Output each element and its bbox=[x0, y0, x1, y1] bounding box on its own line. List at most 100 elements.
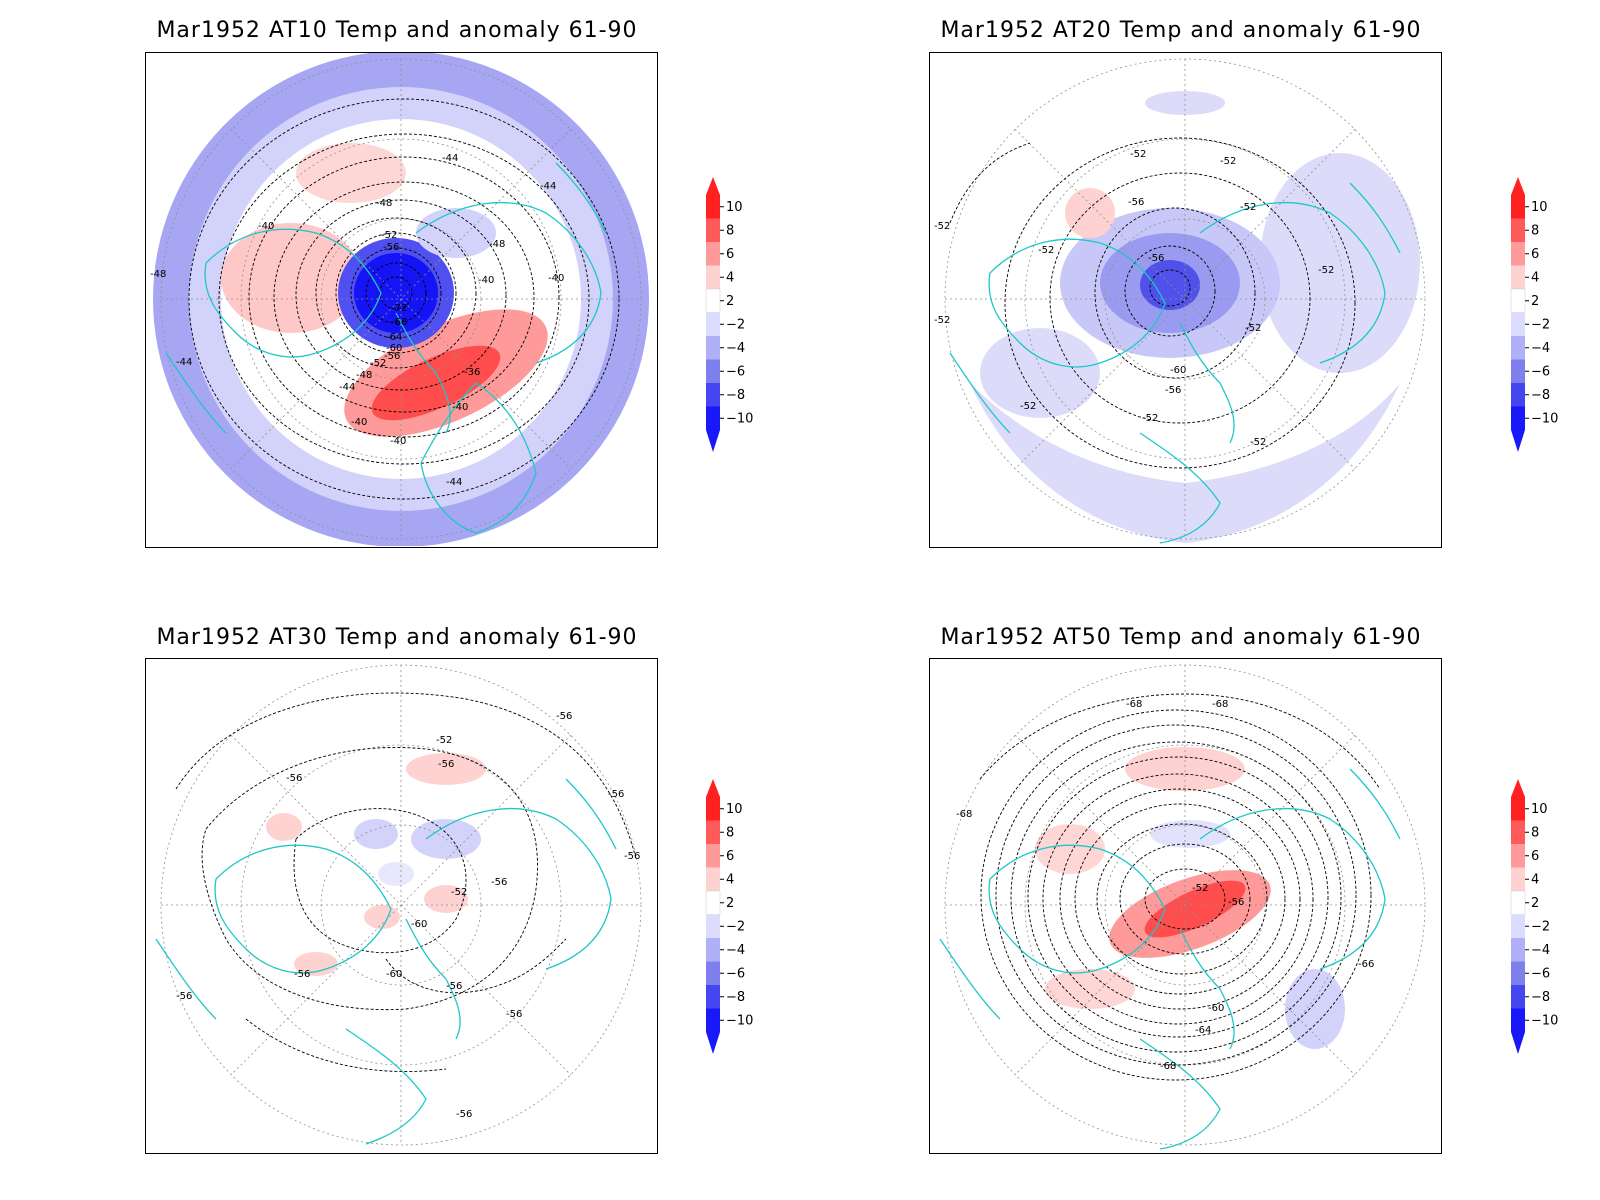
colorbar-segment bbox=[706, 218, 720, 242]
contour-label: -56 bbox=[608, 789, 624, 800]
contour-label: -56 bbox=[556, 711, 572, 722]
colorbar-segment bbox=[706, 961, 720, 985]
contours-at10 bbox=[188, 98, 620, 500]
colorbar-segment bbox=[705, 288, 721, 313]
panel-title-at30: Mar1952 AT30 Temp and anomaly 61-90 bbox=[156, 625, 638, 650]
polar-map-at10: -40 -44 -48 -52 -56 -72 -68 -64 -60 -56 … bbox=[150, 53, 651, 546]
contour-labels-at10: -40 -44 -48 -52 -56 -72 -68 -64 -60 -56 … bbox=[150, 153, 564, 488]
contour-label: -44 bbox=[176, 357, 192, 368]
contour-label: -52 bbox=[436, 735, 452, 746]
contour-label: -60 bbox=[1208, 1003, 1224, 1014]
contour-label: -64 bbox=[386, 332, 402, 343]
contours-at20 bbox=[949, 137, 1356, 469]
contour-label: -60 bbox=[1170, 365, 1186, 376]
colorbar-arrow-up bbox=[1511, 779, 1525, 797]
colorbar-segment bbox=[706, 914, 720, 938]
contour-label: -68 bbox=[391, 317, 407, 328]
contour-label: -44 bbox=[446, 477, 462, 488]
panel-title-at50: Mar1952 AT50 Temp and anomaly 61-90 bbox=[940, 625, 1422, 650]
colorbar-tick-label: 8 bbox=[726, 223, 734, 238]
colorbar-segment bbox=[1511, 265, 1525, 289]
contour-label: -52 bbox=[1318, 265, 1334, 276]
colorbar-at50: 10 8 6 4 2 −2 −4 −6 −8 −10 bbox=[1505, 777, 1565, 1062]
contour-label: -52 bbox=[934, 315, 950, 326]
contour-label: -52 bbox=[1220, 156, 1236, 167]
contour-label: -56 bbox=[506, 1009, 522, 1020]
contour-label: -44 bbox=[442, 153, 458, 164]
colorbar-segment bbox=[1510, 288, 1526, 313]
colorbar-tick-label: 4 bbox=[1531, 270, 1539, 285]
contour-label: -56 bbox=[438, 759, 454, 770]
contour-label: -56 bbox=[1165, 385, 1181, 396]
colorbar-segment bbox=[1511, 1008, 1525, 1032]
colorbar-tick-label: 6 bbox=[726, 849, 734, 864]
colorbar-arrow-down bbox=[1511, 430, 1525, 452]
colorbar-segment bbox=[1511, 218, 1525, 242]
contour-label: -56 bbox=[176, 991, 192, 1002]
contour-label: -52 bbox=[934, 221, 950, 232]
colorbar-tick-label: −4 bbox=[1531, 943, 1550, 958]
colorbar-tick-label: 2 bbox=[1531, 896, 1539, 911]
colorbar-tick-label: −4 bbox=[726, 943, 745, 958]
colorbar-segment bbox=[1511, 797, 1525, 821]
colorbar-arrow-up bbox=[706, 177, 720, 195]
panel-title-at20: Mar1952 AT20 Temp and anomaly 61-90 bbox=[940, 18, 1422, 43]
map-at30: -56 -52 -56 -56 -52 -56 -60 -60 -56 -56 … bbox=[145, 658, 658, 1154]
colorbar-tick-label: 4 bbox=[1531, 872, 1539, 887]
warm-anomaly-west bbox=[221, 223, 361, 333]
colorbar-tick-label: −6 bbox=[1531, 364, 1550, 379]
colorbar-tick-label: −6 bbox=[726, 364, 745, 379]
colorbar-segment bbox=[706, 406, 720, 430]
colorbar-segment bbox=[706, 195, 720, 219]
colorbar-segment bbox=[1511, 383, 1525, 407]
colorbar-tick-label: 4 bbox=[726, 872, 734, 887]
coastlines-at50 bbox=[939, 768, 1401, 1150]
colorbar-tick-label: 10 bbox=[1531, 802, 1548, 817]
coastlines-at30 bbox=[155, 778, 617, 1145]
contour-label: -40 bbox=[390, 436, 406, 447]
colorbar-tick-label: −8 bbox=[726, 990, 745, 1005]
colorbar-tick-label: −10 bbox=[726, 411, 753, 426]
contour-labels-at30: -56 -52 -56 -56 -52 -56 -60 -60 -56 -56 … bbox=[176, 711, 640, 1120]
colorbar-tick-label: 10 bbox=[726, 802, 743, 817]
colorbar-arrow-down bbox=[706, 430, 720, 452]
contour-label: -72 bbox=[391, 303, 407, 314]
colorbar-segment bbox=[1511, 985, 1525, 1009]
colorbar-tick-label: −6 bbox=[1531, 966, 1550, 981]
colorbar-tick-label: −4 bbox=[726, 341, 745, 356]
colorbar-segment bbox=[706, 336, 720, 360]
panel-title-at10: Mar1952 AT10 Temp and anomaly 61-90 bbox=[156, 18, 638, 43]
contour-label: -68 bbox=[1126, 699, 1142, 710]
contour-label: -56 bbox=[456, 1109, 472, 1120]
colorbar-tick-label: −10 bbox=[1531, 1013, 1558, 1028]
colorbar-segment bbox=[706, 312, 720, 336]
colorbar-segment bbox=[706, 985, 720, 1009]
colorbar-tick-label: 6 bbox=[726, 247, 734, 262]
contour-label: -56 bbox=[624, 851, 640, 862]
contour-label: -52 bbox=[1142, 413, 1158, 424]
colorbar-segment bbox=[706, 820, 720, 844]
colorbar-segment bbox=[1511, 359, 1525, 383]
colorbar-tick-label: −8 bbox=[726, 388, 745, 403]
contour-label: -40 bbox=[452, 402, 468, 413]
contour-label: -52 bbox=[1192, 883, 1208, 894]
polar-map-at50: -68 -68 -68 -52 -56 -66 -60 -64 -68 bbox=[937, 659, 1433, 1152]
contours-at30 bbox=[175, 692, 637, 1072]
colorbar-tick-label: 10 bbox=[1531, 200, 1548, 215]
contour-label: -68 bbox=[1212, 699, 1228, 710]
colorbar-tick-label: 2 bbox=[726, 294, 734, 309]
colorbar-tick-label: −8 bbox=[1531, 990, 1550, 1005]
contour-label: -44 bbox=[339, 382, 355, 393]
colorbar-arrow-down bbox=[1511, 1032, 1525, 1054]
colorbar-segment bbox=[705, 890, 721, 915]
map-at50: -68 -68 -68 -52 -56 -66 -60 -64 -68 bbox=[929, 658, 1442, 1154]
contour-label: -48 bbox=[356, 370, 372, 381]
contour-label: -56 bbox=[1228, 897, 1244, 908]
colorbar-svg: 10 8 6 4 2 −2 −4 −6 −8 −10 bbox=[705, 779, 753, 1054]
contour-label: -56 bbox=[384, 351, 400, 362]
contour-label: -52 bbox=[1130, 149, 1146, 160]
colorbar-tick-label: 2 bbox=[726, 896, 734, 911]
contour-label: -52 bbox=[1020, 401, 1036, 412]
contour-labels-at20: -52 -52 -56 -52 -52 -56 -52 -52 -60 -56 … bbox=[934, 149, 1334, 448]
colorbar-svg: 10 8 6 4 2 −2 −4 −6 −8 −10 bbox=[1510, 779, 1558, 1054]
